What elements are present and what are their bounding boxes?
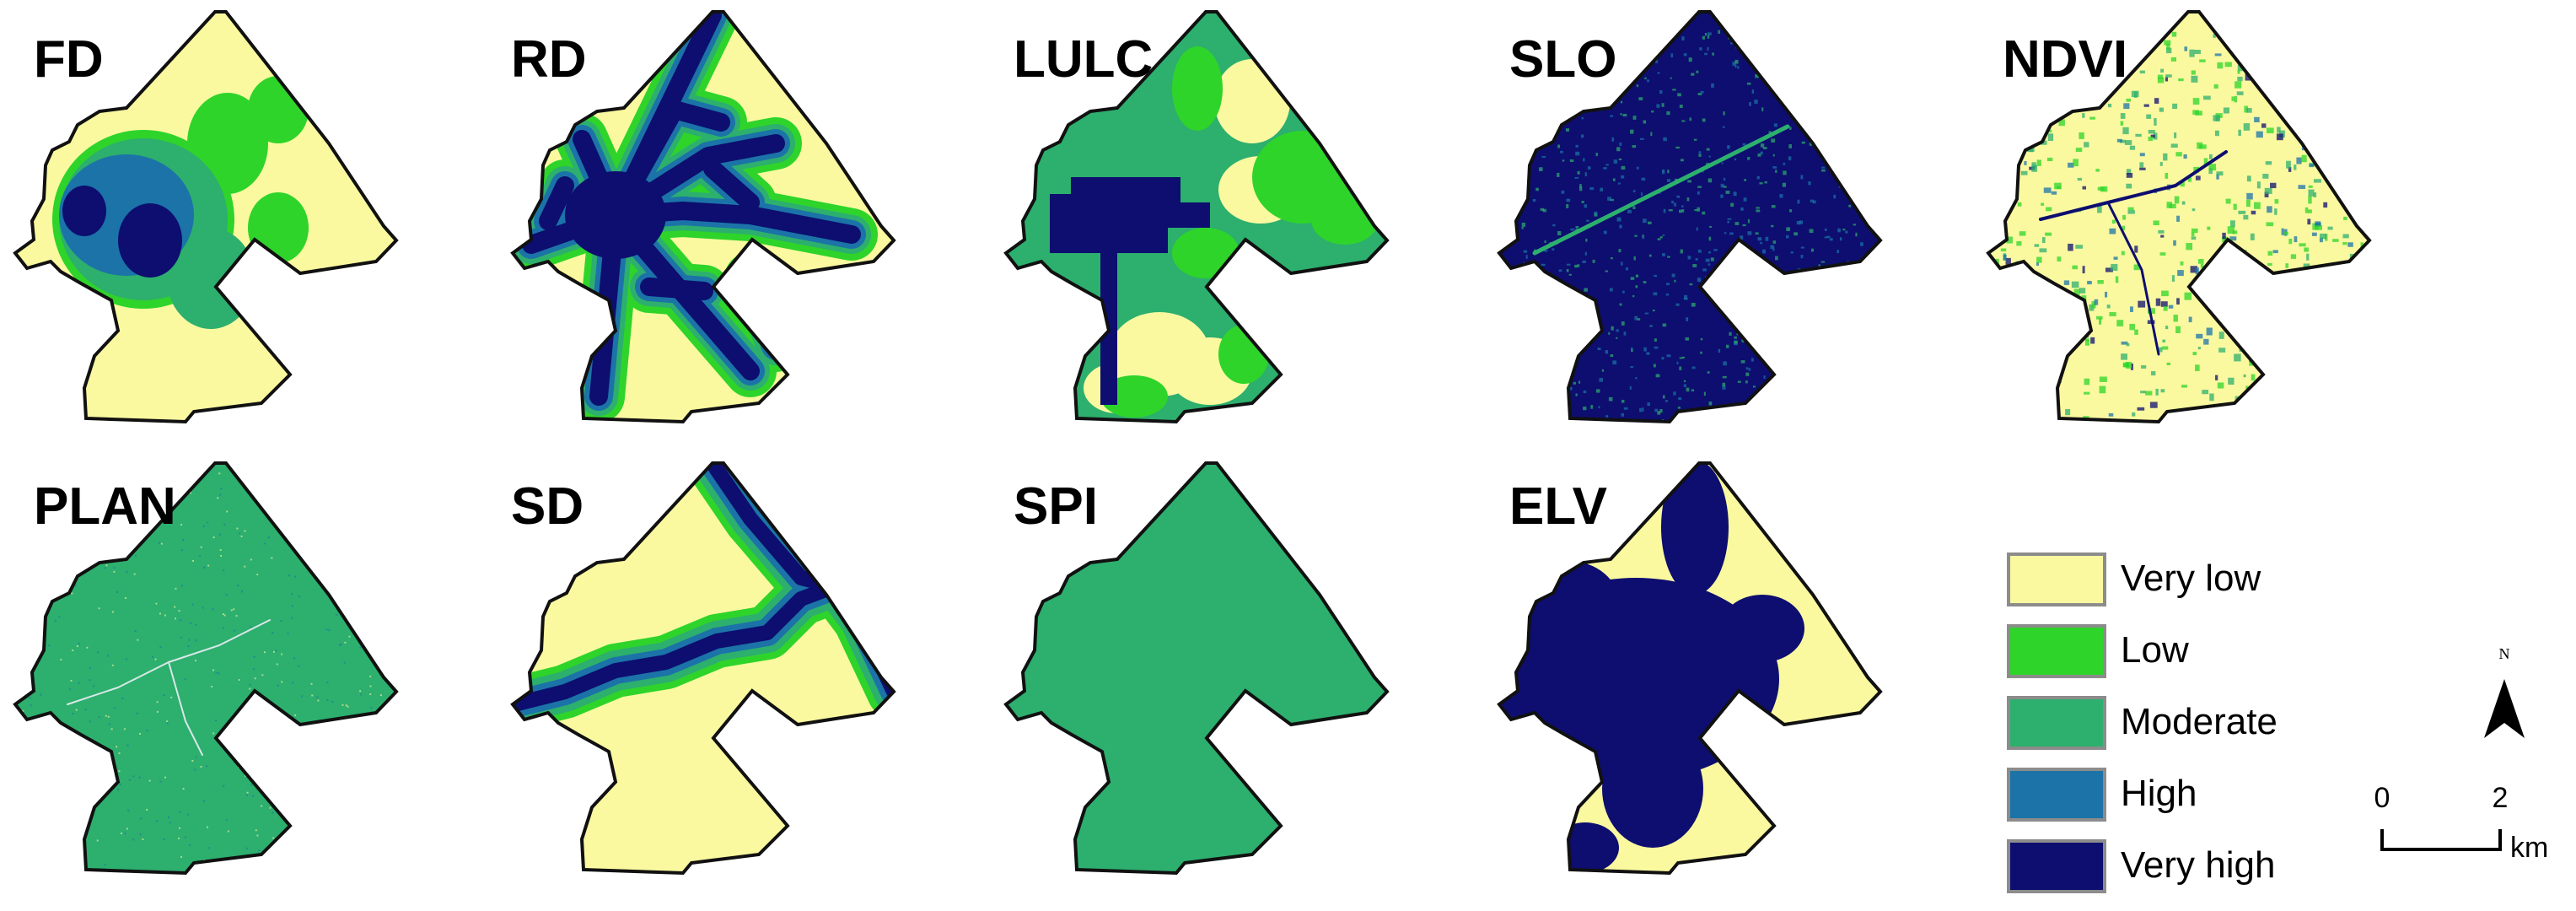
legend-label-moderate: Moderate: [2121, 701, 2278, 742]
legend-label-low: Low: [2121, 629, 2189, 671]
map-canvas: [510, 461, 896, 876]
boundary-outline: [1986, 10, 2372, 424]
map-canvas: [1986, 10, 2372, 424]
map-fd: FD: [0, 0, 489, 439]
legend-label-very-high: Very high: [2121, 844, 2276, 886]
map-canvas: [13, 10, 399, 424]
boundary-outline: [1003, 10, 1390, 424]
scale-start-label: 0: [2374, 782, 2390, 814]
boundary-outline: [1003, 461, 1390, 876]
legend-swatch-very-high: [2007, 839, 2106, 893]
legend-label-high: High: [2121, 773, 2197, 814]
map-label-rd: RD: [511, 30, 587, 89]
map-label-elv: ELV: [1509, 477, 1607, 536]
legend-label-very-low: Very low: [2121, 558, 2261, 599]
map-label-plan: PLAN: [34, 477, 176, 536]
map-rd: RD: [497, 0, 987, 439]
legend-swatch-low: [2007, 624, 2106, 678]
map-canvas: [510, 10, 896, 424]
map-label-lulc: LULC: [1014, 30, 1154, 89]
legend-swatch-very-low: [2007, 553, 2106, 606]
scale-end-label: 2: [2493, 782, 2509, 814]
map-label-slo: SLO: [1509, 30, 1617, 89]
north-arrow-icon: N: [2484, 645, 2525, 738]
boundary-outline: [13, 461, 399, 876]
legend-swatch-moderate: [2007, 696, 2106, 750]
map-canvas: [1497, 461, 1883, 876]
map-slo: SLO: [1484, 0, 1973, 439]
boundary-outline: [510, 10, 896, 424]
north-arrow-letter: N: [2499, 645, 2510, 662]
map-canvas: [1003, 10, 1390, 424]
boundary-outline: [1497, 10, 1883, 424]
map-canvas: [13, 461, 399, 876]
scale-unit-label: km: [2510, 832, 2548, 864]
map-label-ndvi: NDVI: [2003, 30, 2128, 89]
map-lulc: LULC: [991, 0, 1480, 439]
boundary-outline: [1497, 461, 1883, 876]
map-spi: SPI: [991, 451, 1480, 890]
map-label-fd: FD: [34, 30, 104, 89]
map-ndvi: NDVI: [1973, 0, 2462, 439]
map-canvas: [1497, 10, 1883, 424]
boundary-outline: [510, 461, 896, 876]
legend-swatch-high: [2007, 768, 2106, 822]
boundary-outline: [13, 10, 399, 424]
scale-bar: 0 2 km: [2374, 782, 2549, 864]
map-label-spi: SPI: [1014, 477, 1098, 536]
map-sd: SD: [497, 451, 987, 890]
scale-bar-line: [2380, 829, 2502, 851]
map-canvas: [1003, 461, 1390, 876]
map-elv: ELV: [1484, 451, 1973, 890]
map-plan: PLAN: [0, 451, 489, 890]
map-label-sd: SD: [511, 477, 584, 536]
